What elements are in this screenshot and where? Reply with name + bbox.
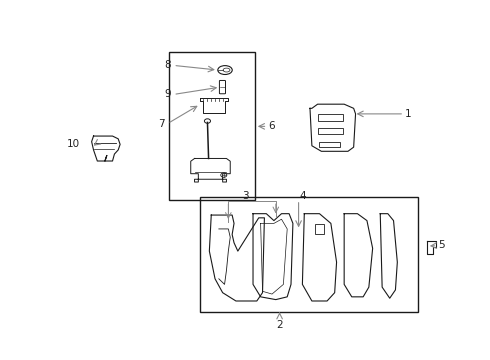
Text: 4: 4: [299, 191, 306, 201]
Text: 3: 3: [242, 191, 249, 201]
Bar: [315, 224, 324, 234]
Bar: [318, 114, 343, 121]
Text: 2: 2: [276, 320, 283, 329]
Text: 8: 8: [164, 60, 171, 70]
Text: 1: 1: [405, 109, 412, 119]
Text: 7: 7: [159, 118, 165, 129]
Text: 10: 10: [67, 139, 80, 149]
Text: 6: 6: [268, 121, 275, 131]
Bar: [319, 141, 341, 147]
Text: 9: 9: [164, 90, 171, 99]
Bar: [170, 51, 255, 200]
Bar: [318, 128, 343, 134]
Bar: [200, 197, 418, 312]
Text: 5: 5: [438, 240, 444, 250]
